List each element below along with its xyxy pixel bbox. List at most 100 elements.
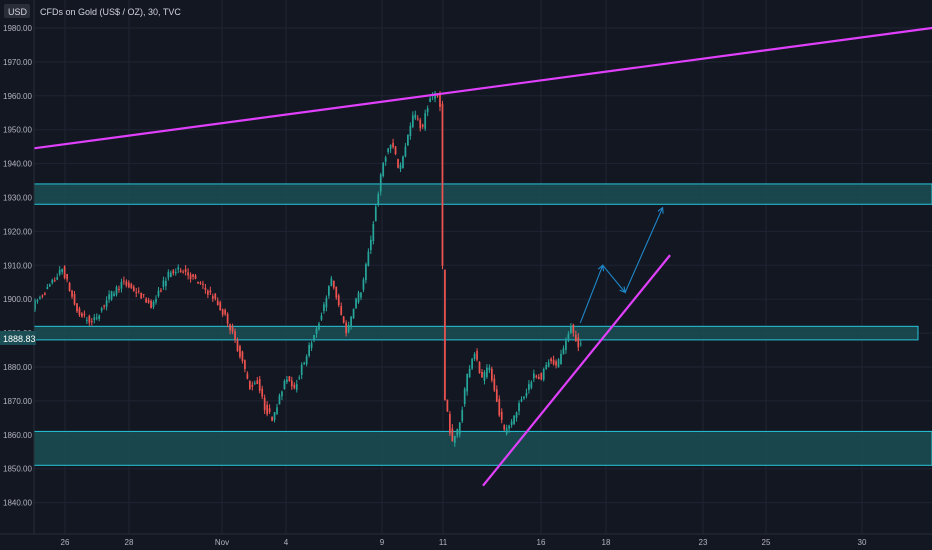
candle-body [44, 293, 46, 296]
candle-body [458, 422, 461, 435]
candle-body [130, 284, 133, 288]
candle-body [328, 286, 330, 296]
candle-body [330, 278, 333, 286]
time-axis[interactable]: 26 28 Nov 4 9 11 16 18 23 25 30 [0, 533, 932, 547]
projection-arrows[interactable] [579, 206, 664, 324]
candle-body [81, 313, 83, 317]
candle-body [152, 301, 155, 307]
candle-body [498, 399, 501, 416]
candle-body [83, 313, 86, 315]
candle-body [488, 367, 491, 371]
price-tag: 1888.83 [0, 331, 36, 345]
candle-body [300, 364, 303, 375]
zone-3[interactable] [33, 430, 932, 466]
candle-body [51, 279, 54, 284]
candle-body [221, 309, 224, 315]
candle-body [184, 269, 187, 272]
candle-body [429, 98, 431, 103]
y-tick-label: 1900.00 [3, 295, 32, 304]
x-tick-label: 30 [858, 538, 867, 547]
candle-body [140, 292, 143, 299]
candle-body [169, 272, 172, 277]
candle-body [347, 324, 350, 333]
candle-body [355, 298, 357, 309]
x-tick-label: 18 [602, 538, 611, 547]
candle-body [313, 334, 315, 340]
x-tick-label: 25 [762, 538, 771, 547]
candle-body [345, 322, 348, 334]
y-tick-label: 1920.00 [3, 227, 32, 236]
y-tick-label: 1880.00 [3, 363, 32, 372]
support-resistance-zones[interactable] [33, 183, 932, 466]
candle-body [337, 295, 340, 306]
candle-body [95, 317, 98, 319]
candle-body [404, 146, 407, 157]
candle-body [239, 346, 241, 358]
x-tick-label: 23 [699, 538, 708, 547]
candle-body [535, 375, 538, 378]
candle-body [214, 294, 217, 299]
y-tick-label: 1870.00 [3, 397, 32, 406]
candle-body [192, 274, 194, 277]
candle-body [160, 290, 162, 292]
candle-body [530, 382, 533, 388]
candle-body [392, 142, 394, 148]
candle-body [224, 309, 227, 315]
zone-1[interactable] [33, 183, 932, 205]
candle-body [434, 93, 436, 99]
candle-body [508, 425, 511, 429]
candle-body [382, 162, 385, 176]
trendline-2[interactable] [482, 254, 671, 487]
candle-body [281, 391, 283, 397]
candle-body [426, 108, 429, 113]
candle-body [493, 378, 496, 391]
zone-2[interactable] [33, 325, 919, 341]
candle-body [305, 356, 308, 365]
candle-body [318, 323, 320, 330]
candle-body [135, 292, 138, 294]
candle-body [518, 403, 520, 412]
candle-body [293, 384, 296, 389]
candle-body [441, 103, 444, 266]
candle-body [303, 362, 306, 365]
trendline-1[interactable] [33, 26, 932, 150]
currency-badge[interactable] [4, 4, 30, 18]
candle-body [570, 325, 572, 334]
candle-body [490, 368, 493, 381]
candle-body [295, 384, 298, 390]
candle-body [357, 292, 360, 303]
candle-body [258, 379, 261, 391]
y-tick-label: 1950.00 [3, 126, 32, 135]
candle-body [510, 421, 513, 426]
trendlines[interactable] [33, 26, 932, 487]
candle-body [481, 371, 483, 378]
x-tick-label: 16 [537, 538, 546, 547]
candle-body [216, 300, 219, 306]
candle-body [298, 377, 301, 379]
candle-body [407, 134, 409, 146]
x-tick-label: 9 [380, 538, 385, 547]
candle-body [468, 368, 471, 378]
projection-path[interactable] [579, 207, 664, 324]
candle-body [525, 392, 528, 396]
candle-body [500, 411, 503, 420]
candle-body [263, 397, 266, 411]
candle-body [162, 280, 165, 287]
candle-body [189, 274, 192, 280]
candle-body [471, 358, 473, 369]
candle-body [66, 273, 68, 280]
candle-body [476, 350, 478, 360]
candle-body [451, 428, 454, 442]
candle-body [127, 282, 130, 288]
candle-body [61, 269, 64, 273]
y-tick-label: 1940.00 [3, 160, 32, 169]
candle-body [155, 298, 157, 303]
candle-body [483, 372, 486, 381]
candle-body [547, 362, 550, 367]
x-tick-label: 4 [284, 538, 289, 547]
candle-body [248, 381, 251, 389]
candle-body [567, 333, 570, 340]
candle-body [244, 360, 246, 369]
